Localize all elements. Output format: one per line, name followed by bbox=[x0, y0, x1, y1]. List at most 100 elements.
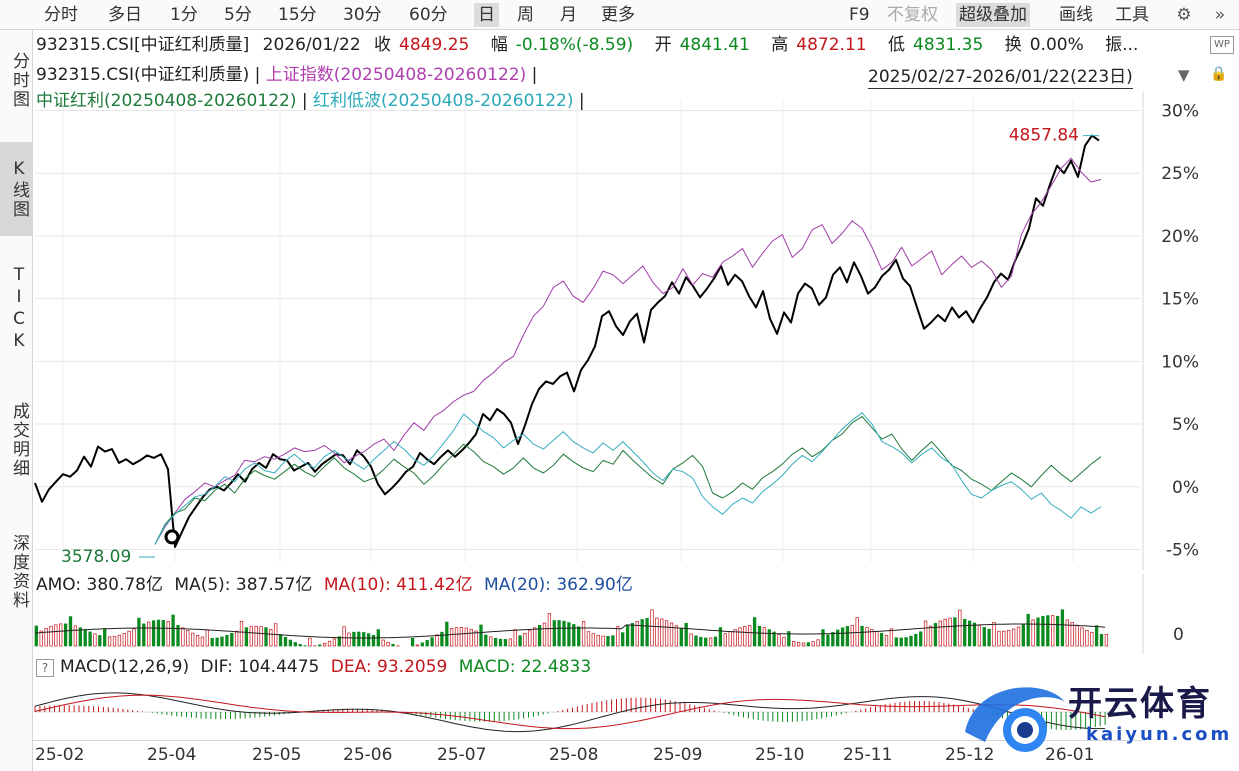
amo-bar bbox=[54, 624, 58, 647]
period-tab-month[interactable]: 月 bbox=[560, 5, 577, 25]
amo-bar bbox=[288, 639, 293, 647]
open-label: 开 bbox=[654, 35, 672, 55]
brand-logo-icon bbox=[965, 687, 1065, 752]
amo-bar bbox=[1099, 634, 1104, 647]
amo-bar bbox=[567, 622, 571, 647]
amo-bar bbox=[518, 635, 522, 647]
amo-ma10: MA(10): 411.42亿 bbox=[323, 575, 473, 595]
period-tab-more[interactable]: 更多 bbox=[601, 5, 635, 25]
amo-bar bbox=[953, 617, 957, 647]
amo-bar bbox=[386, 641, 390, 647]
amo-bar bbox=[117, 634, 122, 647]
dropdown-arrow-icon[interactable]: ▼ bbox=[1178, 66, 1190, 84]
gear-icon[interactable]: ⚙ bbox=[1176, 5, 1192, 25]
amo-bar bbox=[78, 627, 82, 647]
amo-bar bbox=[743, 626, 747, 647]
f9-button[interactable]: F9 bbox=[849, 5, 870, 25]
help-icon[interactable]: ? bbox=[36, 659, 54, 677]
amo-bar bbox=[831, 632, 835, 647]
amo-bar bbox=[767, 629, 771, 647]
x-tick-label: 25-10 bbox=[755, 745, 805, 765]
amo-bar bbox=[943, 618, 947, 647]
macd-chart[interactable] bbox=[33, 656, 1143, 738]
amo-bar bbox=[689, 633, 693, 647]
draw-line-button[interactable]: 画线 bbox=[1059, 5, 1093, 25]
y-tick-label: 15% bbox=[1161, 290, 1199, 310]
period-tab-5min[interactable]: 5分 bbox=[224, 5, 252, 25]
tools-button[interactable]: 工具 bbox=[1115, 5, 1149, 25]
amo-bar bbox=[44, 628, 48, 647]
double-chevron-icon[interactable]: » bbox=[1214, 5, 1226, 25]
amo-bar bbox=[371, 635, 376, 647]
amo-bar bbox=[362, 632, 366, 647]
amo-bar bbox=[733, 629, 737, 647]
nav-kline-chart[interactable]: K线图 bbox=[0, 142, 32, 236]
period-tab-fenshi[interactable]: 分时 bbox=[44, 5, 78, 25]
amo-bar bbox=[792, 640, 796, 647]
period-tab-60min[interactable]: 60分 bbox=[409, 5, 448, 25]
amo-bar bbox=[713, 636, 718, 647]
quote-date: 2026/01/22 bbox=[262, 35, 361, 55]
amo-bar bbox=[679, 628, 683, 647]
amo-bar bbox=[484, 634, 488, 647]
amplitude-label: 振... bbox=[1105, 35, 1139, 55]
amo-bar bbox=[708, 637, 713, 647]
main-chart[interactable]: 30% 25% 20% 15% 10% 5% 0% -5% 4857.84 3578.09 bbox=[33, 92, 1233, 570]
amo-bar bbox=[645, 617, 649, 647]
period-tab-day[interactable]: 日 bbox=[474, 3, 499, 27]
lock-icon[interactable]: 🔒 bbox=[1210, 66, 1228, 82]
max-value-label: 4857.84 bbox=[1009, 126, 1079, 146]
period-tab-15min[interactable]: 15分 bbox=[278, 5, 317, 25]
amo-bar bbox=[391, 643, 395, 647]
amo-bar bbox=[49, 625, 53, 647]
period-tab-multiday[interactable]: 多日 bbox=[108, 5, 142, 25]
amo-bar bbox=[777, 634, 781, 647]
x-tick-label: 25-09 bbox=[653, 745, 703, 765]
amo-bar bbox=[782, 636, 786, 647]
amo-bar bbox=[493, 637, 498, 647]
overlay-legend-line2: 中证红利(20250408-20260122) | 红利低波(20250408-… bbox=[36, 90, 585, 112]
overlay-button[interactable]: 超级叠加 bbox=[956, 3, 1030, 27]
amo-bar bbox=[171, 614, 175, 647]
wp-icon[interactable]: WP bbox=[1210, 36, 1234, 54]
date-range-selector[interactable]: 2025/02/27-2026/01/22(223日) bbox=[868, 67, 1133, 89]
amo-bar bbox=[498, 638, 503, 647]
macd-value: MACD: 22.4833 bbox=[458, 657, 592, 677]
amo-bar bbox=[420, 642, 424, 647]
amo-bar bbox=[591, 633, 595, 647]
legend-main[interactable]: 932315.CSI(中证红利质量) bbox=[36, 65, 250, 85]
amo-bar bbox=[919, 631, 923, 647]
amo-bar bbox=[127, 630, 131, 647]
amo-bar bbox=[1007, 630, 1011, 647]
nav-depth-info[interactable]: 深度资料 bbox=[9, 534, 29, 610]
amo-bar bbox=[1060, 609, 1065, 647]
amo-bar bbox=[884, 634, 889, 647]
nav-fenshi-chart[interactable]: 分时图 bbox=[9, 51, 29, 109]
amo-bar bbox=[508, 638, 512, 647]
amo-bar bbox=[1065, 619, 1069, 647]
nav-tick[interactable]: TICK bbox=[9, 265, 29, 353]
amo-bar bbox=[39, 630, 43, 647]
fuquan-button[interactable]: 不复权 bbox=[887, 5, 938, 25]
amo-bar bbox=[972, 622, 977, 647]
amo-bar bbox=[933, 623, 938, 647]
amo-bar bbox=[186, 630, 190, 647]
legend-hldb[interactable]: 红利低波(20250408-20260122) bbox=[313, 91, 574, 111]
legend-shanghai-index[interactable]: 上证指数(20250408-20260122) bbox=[265, 65, 527, 85]
amo-bar bbox=[479, 624, 483, 647]
amo-bar bbox=[611, 635, 615, 647]
amo-bar bbox=[195, 634, 200, 647]
period-tab-1min[interactable]: 1分 bbox=[170, 5, 198, 25]
x-tick-label: 25-07 bbox=[437, 745, 487, 765]
amo-bar bbox=[630, 623, 635, 647]
legend-zzhl[interactable]: 中证红利(20250408-20260122) bbox=[36, 91, 297, 111]
nav-trade-detail[interactable]: 成交明细 bbox=[9, 402, 29, 478]
amo-chart[interactable]: 0 bbox=[33, 574, 1233, 654]
y-tick-label: 25% bbox=[1161, 164, 1199, 184]
amo-bar bbox=[909, 635, 913, 647]
period-tab-30min[interactable]: 30分 bbox=[343, 5, 382, 25]
amo-bar bbox=[816, 639, 820, 647]
amo-bar bbox=[459, 627, 464, 647]
amo-bar bbox=[528, 630, 532, 647]
period-tab-week[interactable]: 周 bbox=[517, 5, 534, 25]
